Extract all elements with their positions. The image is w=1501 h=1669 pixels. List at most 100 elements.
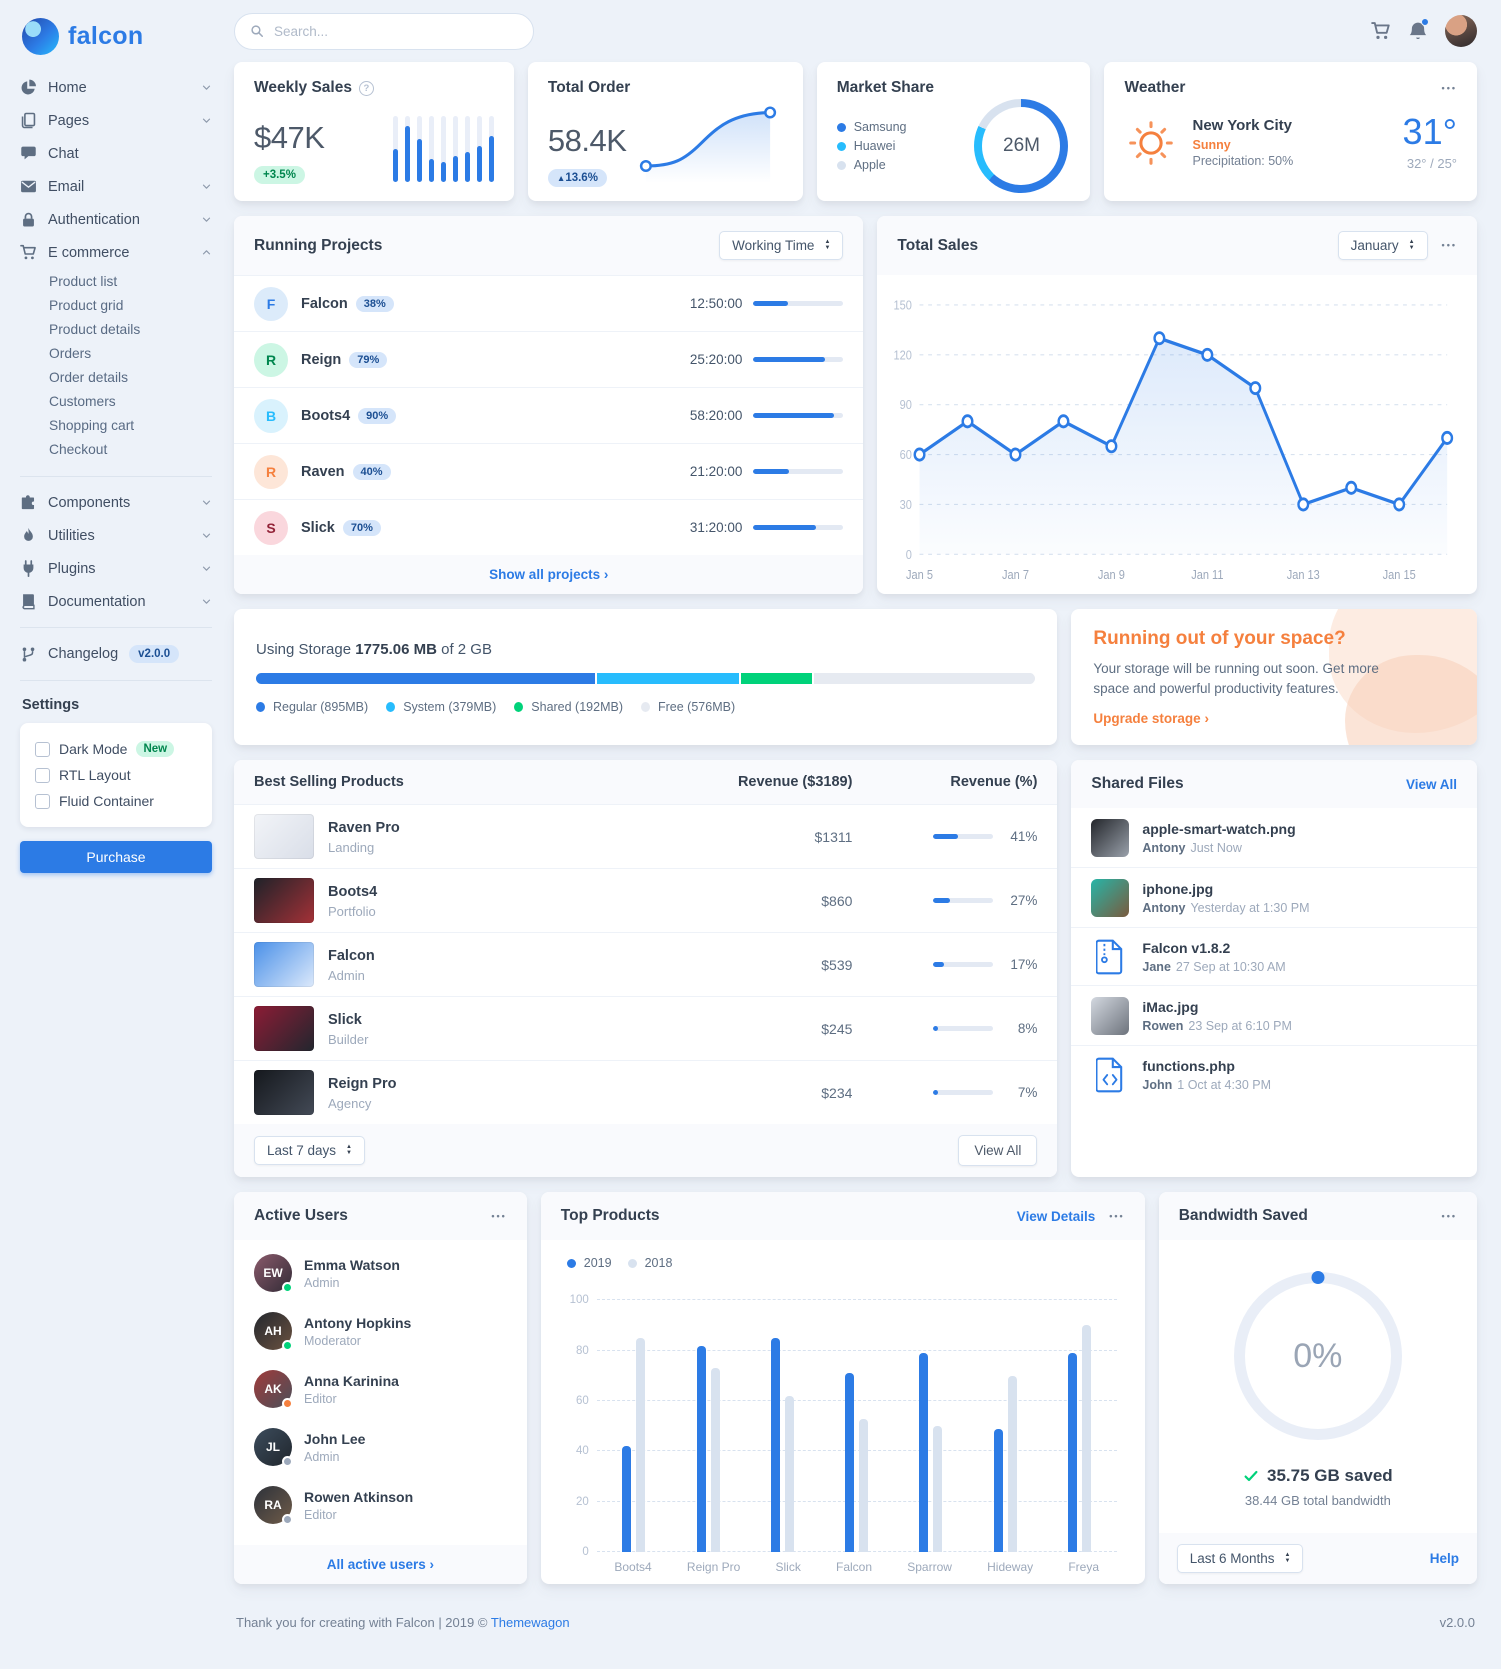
sidebar-item-label: Documentation xyxy=(48,593,146,610)
sidebar-item-authentication[interactable]: Authentication xyxy=(20,203,212,236)
file-meta: Antony Yesterday at 1:30 PM xyxy=(1142,901,1309,915)
sidebar-item-product-list[interactable]: Product list xyxy=(49,273,118,289)
sidebar-item-product-details[interactable]: Product details xyxy=(49,321,141,337)
search-input[interactable] xyxy=(272,22,518,40)
file-time: Just Now xyxy=(1190,840,1242,855)
project-name-link[interactable]: Reign xyxy=(301,351,342,368)
spark-bar-track xyxy=(440,116,446,182)
sidebar-item-components[interactable]: Components xyxy=(20,486,212,519)
spark-bar xyxy=(476,145,482,182)
user-name-link[interactable]: John Lee xyxy=(304,1430,366,1447)
ellipsis-menu-icon[interactable] xyxy=(491,1212,506,1221)
themewagon-link[interactable]: Themewagon xyxy=(490,1615,570,1631)
ellipsis-menu-icon[interactable] xyxy=(1442,1212,1457,1221)
sidebar-item-chat[interactable]: Chat xyxy=(20,137,212,170)
settings-card: Dark Mode New RTL Layout Fluid Container xyxy=(20,723,212,827)
sidebar-item-changelog[interactable]: Changelog v2.0.0 xyxy=(20,637,212,671)
working-time-select[interactable]: Working Time xyxy=(719,231,844,260)
file-name-link[interactable]: iphone.jpg xyxy=(1142,880,1214,897)
checkbox-rtl-layout[interactable] xyxy=(35,767,50,783)
sidebar-item-product-grid[interactable]: Product grid xyxy=(49,297,124,313)
sidebar-item-checkout[interactable]: Checkout xyxy=(49,441,108,457)
ellipsis-menu-icon[interactable] xyxy=(1442,241,1457,250)
purchase-button[interactable]: Purchase xyxy=(20,841,212,873)
file-name-link[interactable]: Falcon v1.8.2 xyxy=(1142,939,1231,956)
project-name-link[interactable]: Falcon xyxy=(301,295,348,312)
user-avatar: JL xyxy=(254,1428,293,1468)
sidebar-item-utilities[interactable]: Utilities xyxy=(20,519,212,552)
brand-logo[interactable]: falcon xyxy=(20,12,212,71)
user-name-link[interactable]: Anna Karinina xyxy=(304,1372,399,1389)
gridline xyxy=(596,1399,1117,1401)
bar-2019 xyxy=(919,1353,929,1553)
shopping-cart-icon[interactable] xyxy=(1371,21,1391,41)
product-name-link[interactable]: Raven Pro xyxy=(328,819,400,836)
product-name-link[interactable]: Boots4 xyxy=(328,883,378,900)
weekly-sales-badge: +3.5% xyxy=(254,166,305,184)
product-revenue-bar xyxy=(933,962,994,968)
weekly-sales-title: Weekly Sales xyxy=(254,79,352,96)
ellipsis-menu-icon[interactable] xyxy=(1109,1212,1124,1221)
top-products-x-labels: Boots4 Reign Pro Slick Falcon Sparrow Hideway… xyxy=(597,1560,1117,1574)
sidebar-item-pages[interactable]: Pages xyxy=(20,104,212,137)
sidebar-item-home[interactable]: Home xyxy=(20,71,212,104)
checkbox-fluid-container[interactable] xyxy=(35,793,50,809)
svg-text:Jan 9: Jan 9 xyxy=(1098,567,1125,582)
bell-icon[interactable] xyxy=(1408,18,1429,41)
file-name-link[interactable]: iMac.jpg xyxy=(1142,998,1199,1015)
user-role: Editor xyxy=(304,1507,337,1522)
legend-dot-icon xyxy=(566,1258,576,1268)
chevron-down-icon xyxy=(201,214,212,225)
notification-dot xyxy=(1421,18,1429,26)
legend-dot-icon xyxy=(514,701,524,712)
file-time: 27 Sep at 10:30 AM xyxy=(1175,959,1286,974)
file-time: 23 Sep at 6:10 PM xyxy=(1188,1018,1292,1033)
help-link[interactable]: Help xyxy=(1429,1551,1459,1567)
bandwidth-gauge: 0% xyxy=(1233,1271,1402,1441)
view-details-link[interactable]: View Details xyxy=(1016,1208,1096,1224)
total-order-title: Total Order xyxy=(547,79,631,96)
y-axis-label: 40 xyxy=(575,1445,589,1458)
sidebar-item-plugins[interactable]: Plugins xyxy=(20,552,212,585)
upgrade-storage-link[interactable]: Upgrade storage xyxy=(1093,711,1455,726)
show-all-projects-link[interactable]: Show all projects xyxy=(234,555,864,594)
sidebar-item-shopping-cart[interactable]: Shopping cart xyxy=(49,417,135,433)
product-revenue: $860 xyxy=(821,892,853,909)
month-select[interactable]: January xyxy=(1337,231,1428,260)
user-name-link[interactable]: Antony Hopkins xyxy=(304,1314,412,1331)
footer-text: Thank you for creating with Falcon | 201… xyxy=(236,1615,488,1631)
user-row: AH Antony Hopkins Moderator xyxy=(234,1302,527,1360)
sidebar-item-customers[interactable]: Customers xyxy=(49,393,116,409)
sidebar-item-order-details[interactable]: Order details xyxy=(49,369,128,385)
last-7-days-select[interactable]: Last 7 days xyxy=(254,1136,365,1166)
user-name-link[interactable]: Rowen Atkinson xyxy=(304,1488,414,1505)
view-all-button[interactable]: View All xyxy=(958,1135,1038,1167)
space-card-body: Your storage will be running out soon. G… xyxy=(1093,661,1379,696)
project-name-link[interactable]: Slick xyxy=(301,519,335,536)
storage-used: 1775.06 MB xyxy=(355,640,437,658)
last-6-months-select[interactable]: Last 6 Months xyxy=(1176,1544,1304,1574)
checkbox-dark-mode[interactable] xyxy=(35,741,50,757)
chevron-down-icon xyxy=(201,530,212,541)
sidebar-item-e-commerce[interactable]: E commerce xyxy=(20,236,212,269)
product-name-link[interactable]: Falcon xyxy=(328,947,375,964)
user-name-link[interactable]: Emma Watson xyxy=(304,1256,400,1273)
all-active-users-link[interactable]: All active users xyxy=(234,1545,527,1585)
product-name-link[interactable]: Reign Pro xyxy=(328,1075,397,1092)
file-name-link[interactable]: apple-smart-watch.png xyxy=(1142,820,1296,837)
shared-files-view-all-link[interactable]: View All xyxy=(1405,776,1457,792)
user-avatar[interactable] xyxy=(1445,15,1477,47)
file-thumbnail xyxy=(1091,818,1130,857)
svg-text:60: 60 xyxy=(900,447,913,462)
topbar xyxy=(234,0,1477,62)
sidebar-item-email[interactable]: Email xyxy=(20,170,212,203)
project-name-link[interactable]: Raven xyxy=(301,463,345,480)
sidebar-item-documentation[interactable]: Documentation xyxy=(20,585,212,618)
product-name-link[interactable]: Slick xyxy=(328,1011,362,1028)
code-branch-icon xyxy=(20,646,37,663)
help-icon[interactable] xyxy=(358,80,374,96)
sidebar-item-orders[interactable]: Orders xyxy=(49,345,92,361)
file-name-link[interactable]: functions.php xyxy=(1142,1057,1235,1074)
project-name-link[interactable]: Boots4 xyxy=(301,407,351,424)
ellipsis-menu-icon[interactable] xyxy=(1442,84,1457,93)
